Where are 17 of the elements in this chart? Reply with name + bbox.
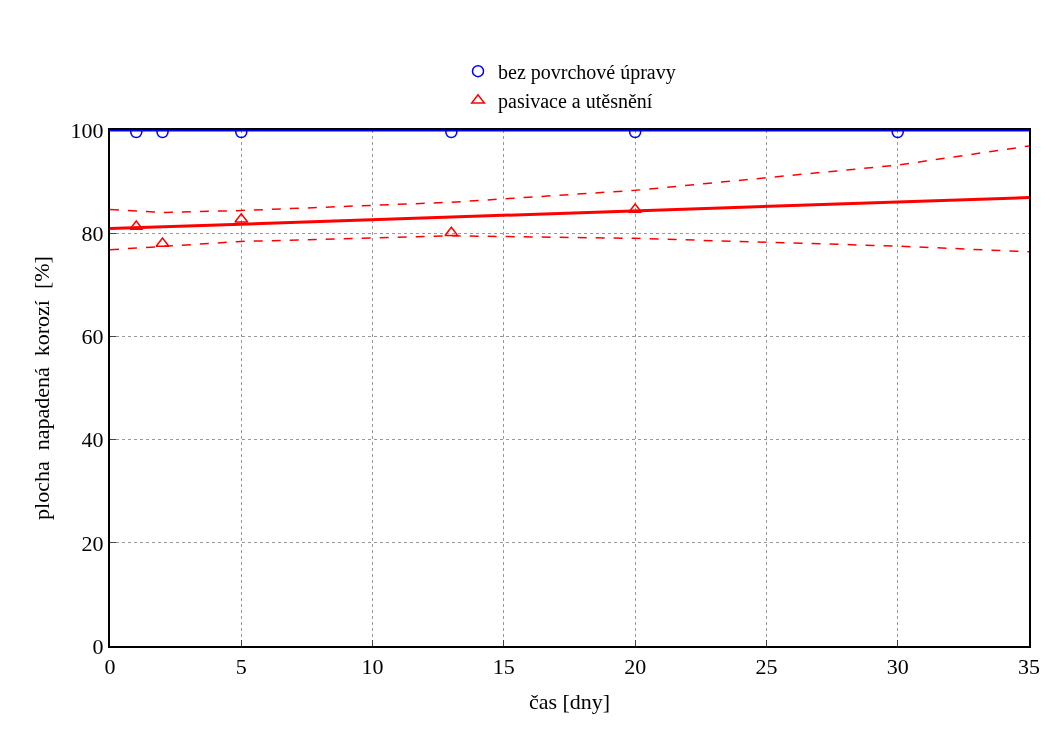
x-tick-label: 5 [235,654,247,680]
x-axis-title: čas [dny] [528,688,611,714]
y-tick-label: 0 [92,633,104,659]
x-tick-label: 25 [755,654,778,680]
x-tick-label: 20 [624,654,647,680]
x-tick-label: 35 [1018,654,1040,680]
x-tick-label: 10 [361,654,384,680]
y-tick-label: 80 [81,220,104,246]
legend-label: bez povrchové úpravy [498,60,676,84]
x-tick-label: 15 [492,654,515,680]
legend-label: pasivace a utěsnění [498,89,653,113]
y-tick-label: 20 [81,530,104,556]
y-tick-label: 100 [70,117,104,143]
x-tick-label: 30 [886,654,909,680]
y-tick-label: 60 [81,324,104,350]
y-axis-title: plocha napadená korozí [%] [28,256,54,520]
y-tick-label: 40 [81,427,104,453]
